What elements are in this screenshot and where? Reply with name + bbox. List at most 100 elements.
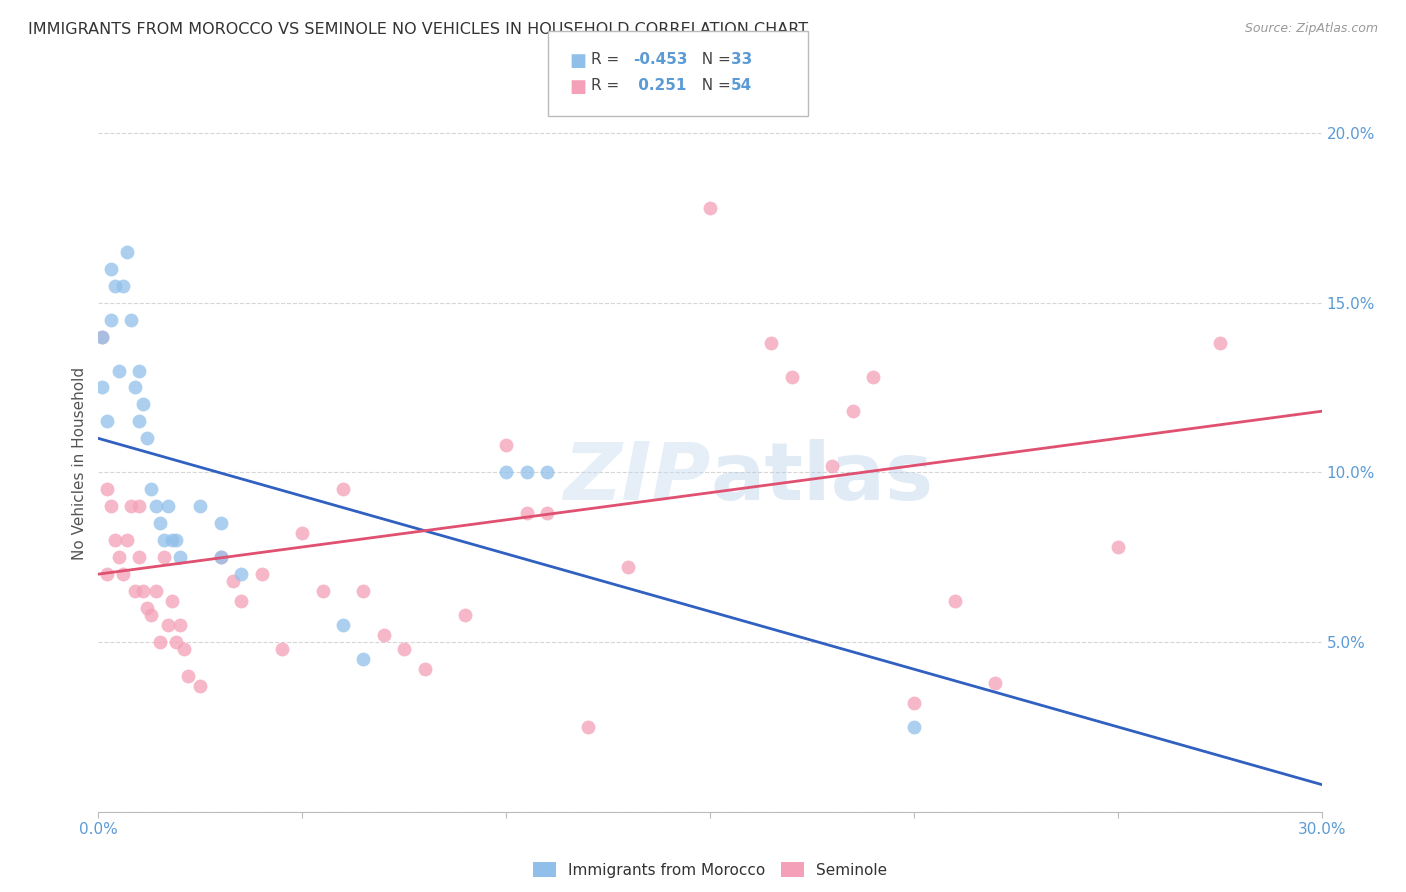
Point (136, 431, 159, 445)
Point (136, 601, 159, 615)
Point (862, 370, 884, 384)
Point (145, 500, 167, 514)
Text: 54: 54 (731, 78, 752, 94)
Point (495, 438, 517, 452)
Point (100, 500, 122, 514)
Point (169, 550, 191, 565)
Text: R =: R = (591, 52, 624, 67)
Point (108, 363, 131, 377)
Text: 33: 33 (731, 52, 752, 67)
Point (516, 466, 538, 480)
Point (132, 397, 155, 411)
Point (761, 336, 783, 351)
Point (495, 466, 517, 480)
Point (128, 363, 150, 377)
Point (124, 584, 146, 599)
Point (352, 652, 374, 666)
Text: ■: ■ (569, 52, 586, 70)
Point (124, 380, 146, 394)
Y-axis label: No Vehicles in Household: No Vehicles in Household (72, 368, 87, 560)
Point (332, 618, 354, 632)
Text: atlas: atlas (710, 439, 934, 516)
Point (91, 329, 114, 343)
Point (104, 533, 127, 548)
Legend: Immigrants from Morocco, Seminole: Immigrants from Morocco, Seminole (527, 856, 893, 884)
Point (91, 329, 114, 343)
Text: N =: N = (692, 78, 735, 94)
Point (141, 607, 163, 622)
Point (250, 567, 273, 582)
Text: ■: ■ (569, 78, 586, 96)
Point (152, 533, 174, 548)
Point (413, 662, 436, 676)
Text: IMMIGRANTS FROM MOROCCO VS SEMINOLE NO VEHICLES IN HOUSEHOLD CORRELATION CHART: IMMIGRANTS FROM MOROCCO VS SEMINOLE NO V… (28, 22, 808, 37)
Point (536, 466, 558, 480)
Text: -0.453: -0.453 (633, 52, 688, 67)
Point (312, 584, 335, 599)
Point (169, 618, 191, 632)
Point (984, 675, 1007, 690)
Point (141, 483, 163, 497)
Point (903, 720, 925, 734)
Text: Source: ZipAtlas.com: Source: ZipAtlas.com (1244, 22, 1378, 36)
Point (132, 584, 155, 599)
Point (231, 567, 253, 582)
Point (91, 380, 114, 394)
Text: R =: R = (591, 78, 628, 94)
Point (821, 458, 844, 473)
Point (128, 414, 150, 428)
Point (111, 567, 134, 582)
Point (128, 550, 150, 565)
Point (96, 483, 118, 497)
Point (516, 506, 538, 520)
Point (100, 261, 122, 276)
Point (96, 414, 118, 428)
Point (841, 404, 863, 418)
Point (209, 516, 232, 531)
Point (209, 550, 232, 565)
Point (332, 483, 354, 497)
Point (128, 500, 150, 514)
Point (115, 244, 138, 259)
Point (173, 641, 195, 656)
Text: 0.251: 0.251 (633, 78, 686, 94)
Point (145, 584, 167, 599)
Point (270, 641, 294, 656)
Point (209, 550, 232, 565)
Point (165, 533, 187, 548)
Point (177, 669, 200, 683)
Point (291, 526, 314, 541)
Point (115, 533, 138, 548)
Point (160, 594, 183, 608)
Point (120, 500, 142, 514)
Point (943, 594, 966, 608)
Point (780, 370, 803, 384)
Point (699, 201, 721, 215)
Point (392, 641, 416, 656)
Point (352, 584, 374, 599)
Point (96, 567, 118, 582)
Point (160, 533, 183, 548)
Point (373, 628, 395, 642)
Point (188, 679, 212, 693)
Point (1107, 540, 1129, 554)
Point (231, 594, 253, 608)
Point (1209, 336, 1232, 351)
Point (903, 696, 925, 710)
Point (165, 635, 187, 649)
Point (617, 560, 640, 574)
Point (100, 312, 122, 326)
Point (149, 516, 172, 531)
Point (576, 720, 599, 734)
Point (156, 618, 179, 632)
Point (104, 278, 127, 293)
Point (222, 574, 245, 588)
Text: N =: N = (692, 52, 735, 67)
Point (152, 550, 174, 565)
Point (454, 607, 477, 622)
Point (156, 500, 179, 514)
Point (149, 635, 172, 649)
Point (188, 500, 212, 514)
Point (120, 312, 142, 326)
Point (108, 550, 131, 565)
